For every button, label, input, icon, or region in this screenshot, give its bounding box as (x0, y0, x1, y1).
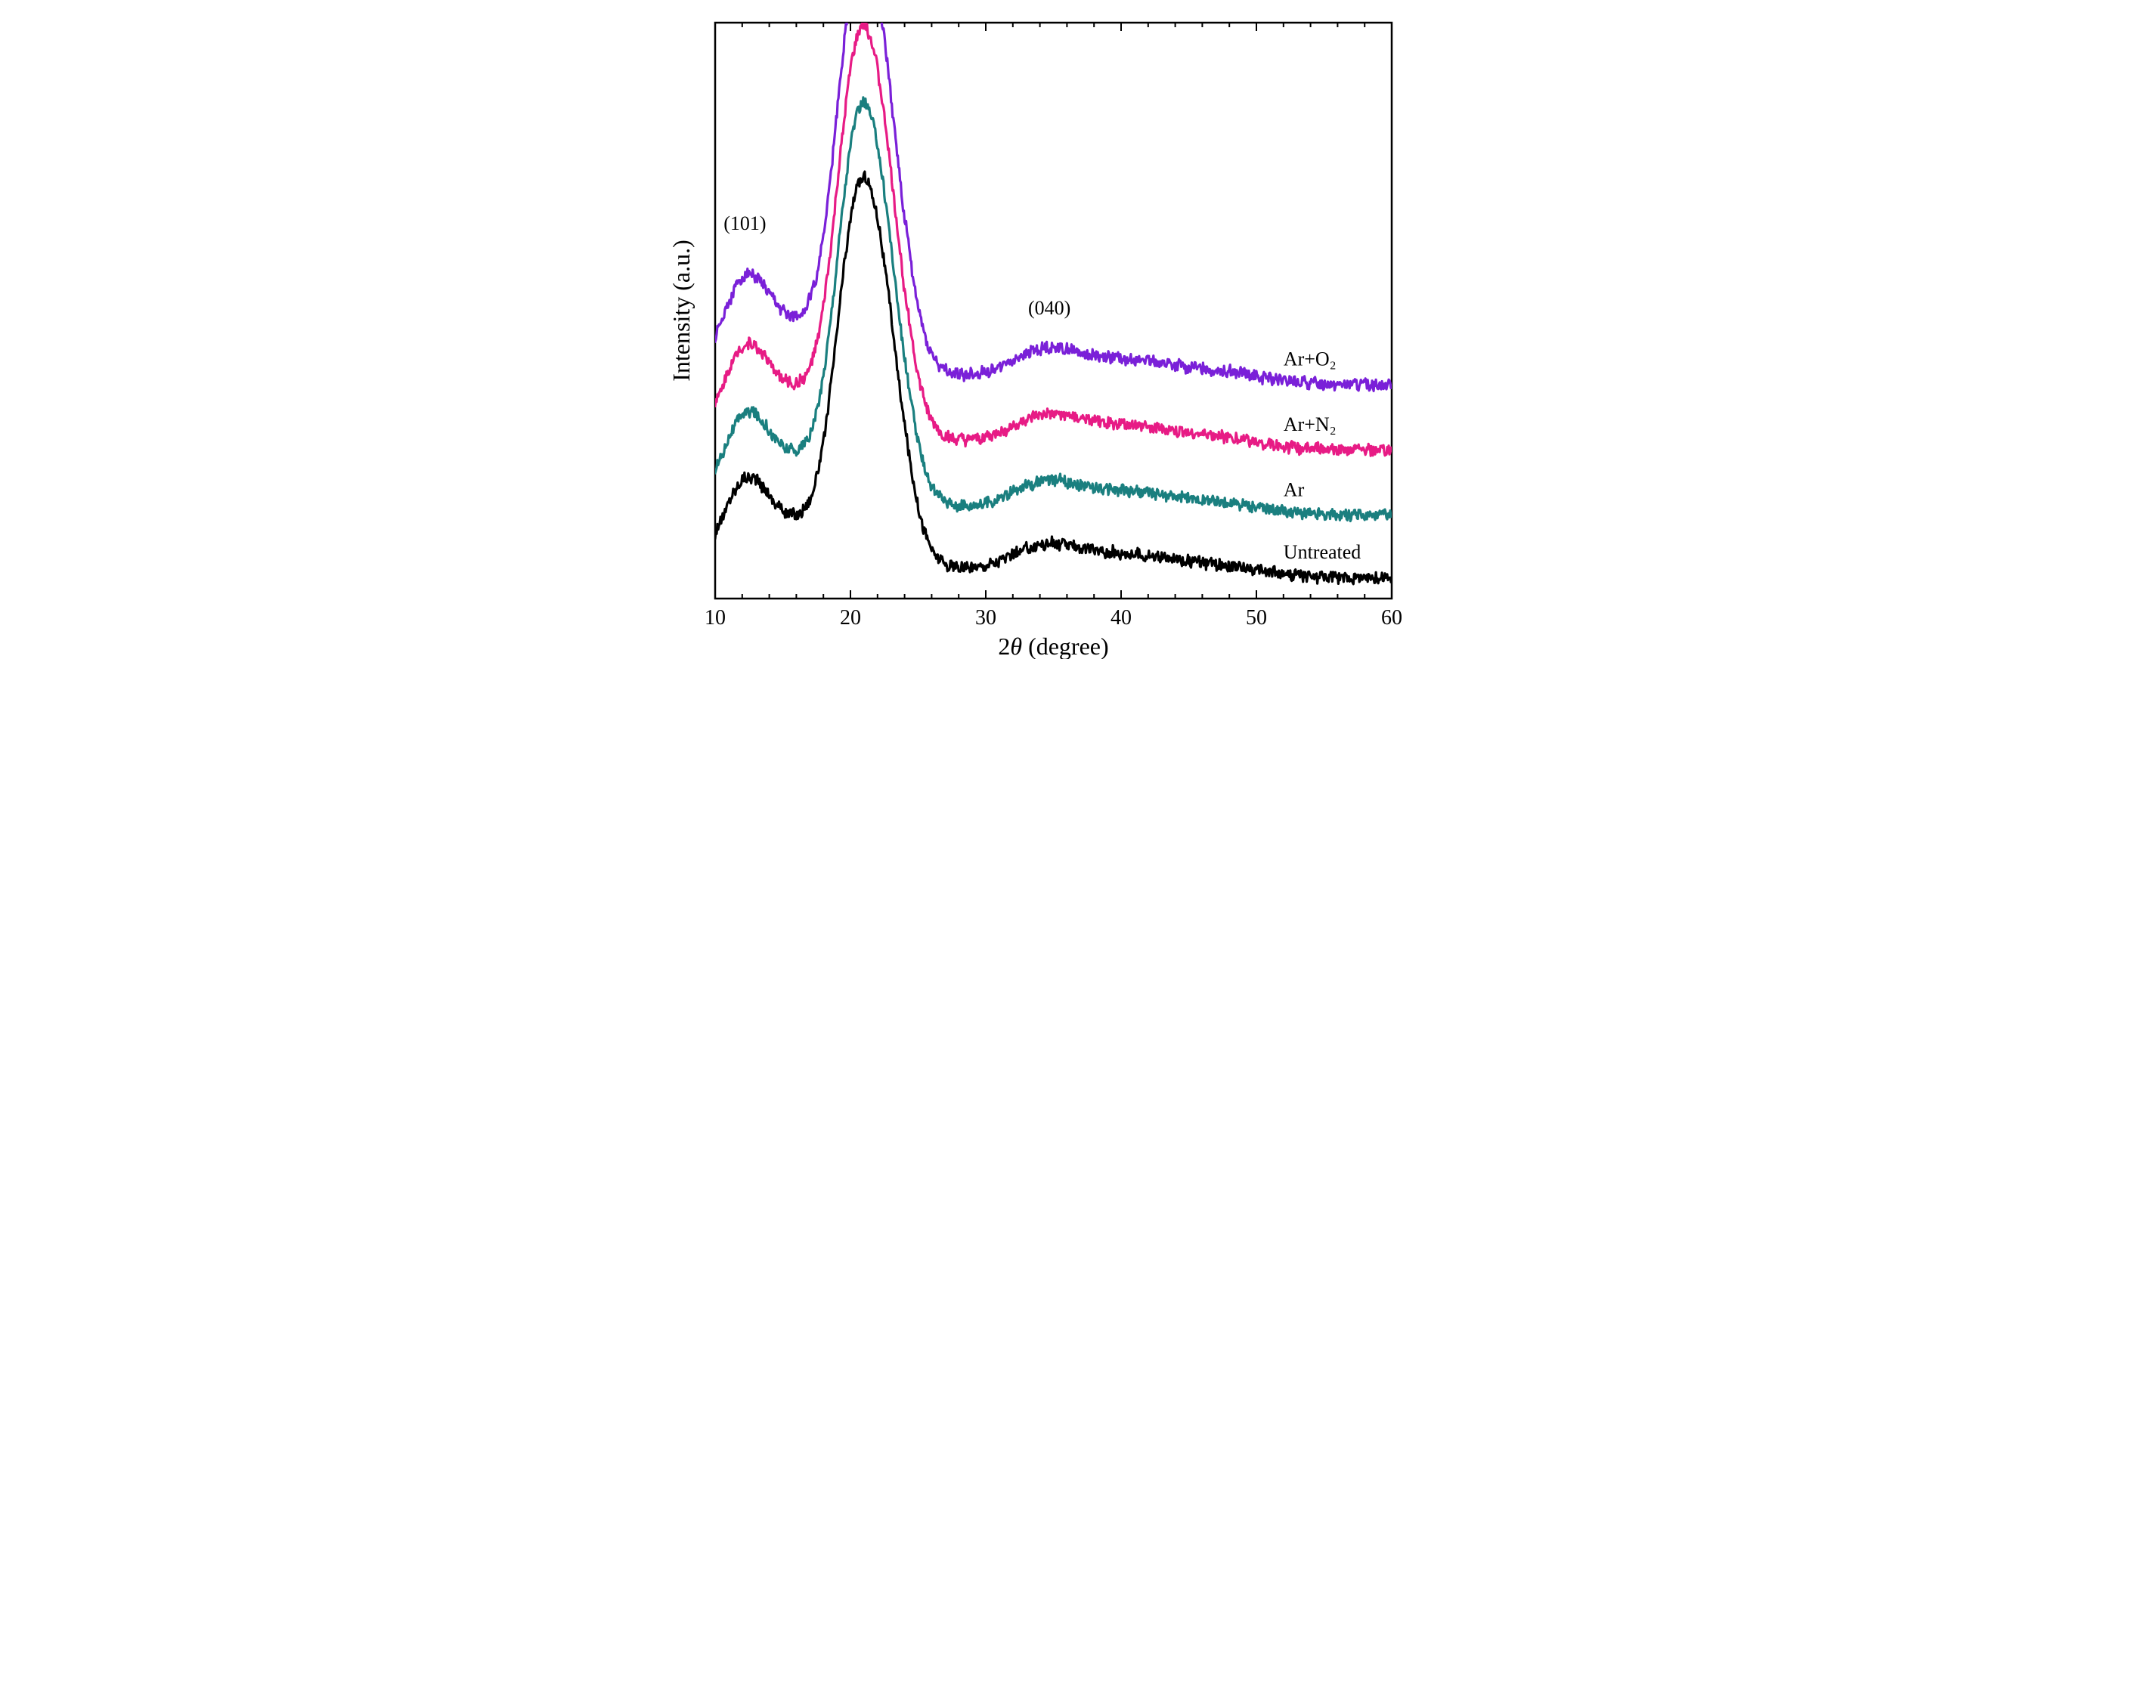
y-axis-label: Intensity (a.u.) (668, 240, 695, 382)
x-tick-label: 40 (1111, 606, 1132, 630)
chart-svg: 10 20 30 40 50 60 2θ (degree) Intensity (a.u.) U… (662, 0, 1494, 659)
series-label: Ar+N₂ (1284, 413, 1337, 435)
x-tick-label: 50 (1246, 606, 1267, 630)
peak-label: (040) (1028, 297, 1070, 319)
x-tick-label: 20 (840, 606, 861, 630)
series-label: Ar (1284, 479, 1305, 501)
series-label: Untreated (1284, 541, 1361, 563)
x-tick-label: 30 (975, 606, 996, 630)
xrd-chart: 10 20 30 40 50 60 2θ (degree) Intensity (a.u.) U… (662, 0, 1494, 659)
chart-bg (662, 0, 1494, 659)
series-label: Ar+O₂ (1284, 348, 1337, 370)
peak-label: (101) (723, 212, 766, 234)
x-tick-label: 60 (1381, 606, 1402, 630)
x-tick-label: 10 (705, 606, 726, 630)
x-axis-label: 2θ (degree) (998, 633, 1108, 659)
